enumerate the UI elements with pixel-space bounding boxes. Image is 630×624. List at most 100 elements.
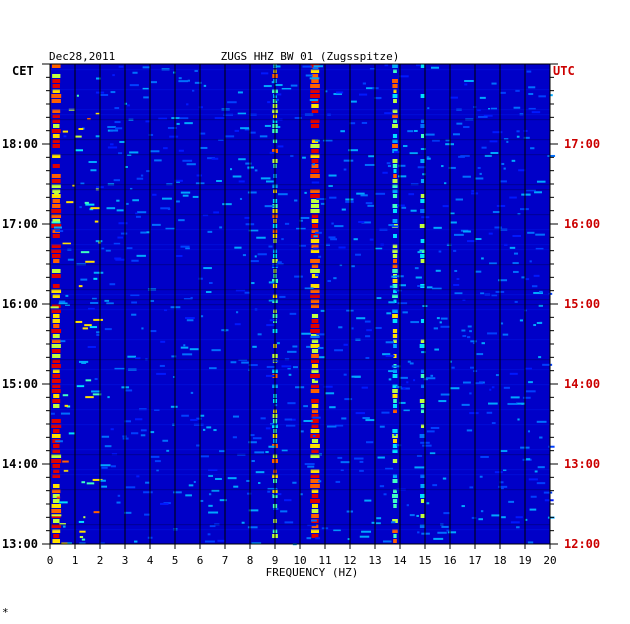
spectral-speck xyxy=(359,460,364,463)
spectral-mark xyxy=(393,399,397,403)
spectral-speck xyxy=(345,198,354,201)
spectral-speck xyxy=(475,270,482,273)
spectral-speck xyxy=(467,336,471,339)
spectral-speck xyxy=(409,514,415,517)
spectral-speck xyxy=(423,378,429,381)
spectral-speck xyxy=(178,219,185,222)
spectral-mark xyxy=(311,509,319,513)
spectral-speck xyxy=(110,143,114,146)
spectral-speck xyxy=(491,422,496,425)
spectral-mark xyxy=(310,189,320,193)
spectral-speck xyxy=(487,332,498,335)
spectral-speck xyxy=(196,444,200,447)
spectral-speck xyxy=(219,499,227,502)
spectral-speck xyxy=(366,441,374,444)
spectral-speck xyxy=(533,291,543,294)
y-tick-label-utc: 13:00 xyxy=(564,457,600,471)
spectral-speck xyxy=(131,432,139,435)
spectral-speck xyxy=(510,396,520,399)
spectral-speck xyxy=(118,65,124,68)
spectral-speck xyxy=(170,405,178,408)
spectral-speck xyxy=(248,509,259,512)
spectral-speck xyxy=(476,353,484,356)
spectral-speck xyxy=(131,301,137,304)
spectral-speck xyxy=(234,246,242,249)
spectral-mark xyxy=(392,374,398,378)
spectral-speck xyxy=(530,147,535,150)
spectral-speck xyxy=(89,208,94,211)
spectral-speck xyxy=(275,84,283,87)
spectral-speck xyxy=(524,518,528,521)
spectral-speck xyxy=(449,96,458,99)
spectral-speck xyxy=(320,309,326,312)
spectral-mark xyxy=(392,79,398,83)
spectral-speck xyxy=(503,167,506,170)
spectral-speck xyxy=(132,71,138,74)
spectral-speck xyxy=(242,254,246,257)
spectral-mark xyxy=(420,369,425,373)
spectral-mark xyxy=(420,94,425,98)
spectral-speck xyxy=(356,192,365,195)
spectral-mark xyxy=(51,179,61,183)
x-axis-ticks: 0 1 2 3 4 5 6 7 8 9 10 11 12 13 14 15 16 17 18 19 20 xyxy=(47,544,557,567)
spectral-speck xyxy=(301,332,311,335)
spectral-speck xyxy=(415,276,422,279)
spectral-speck xyxy=(265,427,271,430)
spectral-mark xyxy=(393,504,397,508)
spectral-speck xyxy=(104,299,110,302)
spectral-speck xyxy=(381,411,390,414)
spectral-mark xyxy=(52,234,60,238)
spectral-speck xyxy=(387,165,392,168)
spectral-speck xyxy=(426,377,436,380)
spectral-speck xyxy=(127,355,136,358)
spectral-speck xyxy=(356,317,366,320)
spectral-speck xyxy=(244,291,250,294)
spectral-speck xyxy=(259,135,268,138)
spectral-mark xyxy=(420,159,425,163)
spectral-speck xyxy=(299,219,303,222)
spectral-speck xyxy=(78,127,84,130)
spectral-speck xyxy=(536,482,546,485)
vertical-gridlines xyxy=(74,64,526,544)
spectral-speck xyxy=(478,115,488,118)
spectral-speck xyxy=(285,424,296,427)
spectral-speck xyxy=(277,145,284,148)
spectral-speck xyxy=(145,481,150,484)
spectral-speck xyxy=(519,208,529,211)
spectral-mark xyxy=(311,319,319,323)
spectral-speck xyxy=(288,373,292,376)
spectral-speck xyxy=(189,348,199,351)
spectral-mark xyxy=(51,194,61,198)
spectral-speck xyxy=(523,136,530,139)
spectral-speck xyxy=(180,346,189,349)
spectral-mark xyxy=(52,489,61,493)
spectral-speck xyxy=(251,460,255,463)
spectral-speck xyxy=(134,418,143,421)
spectral-mark xyxy=(392,389,398,393)
spectral-mark xyxy=(51,304,61,308)
spectral-mark xyxy=(52,154,61,158)
spectral-mark xyxy=(392,444,398,448)
spectral-speck xyxy=(312,163,316,166)
spectral-mark xyxy=(311,514,319,518)
spectral-speck xyxy=(222,203,232,206)
spectral-speck xyxy=(158,117,168,120)
spectral-mark xyxy=(52,139,60,143)
spectral-mark xyxy=(420,319,425,323)
spectral-speck xyxy=(294,116,302,119)
spectral-speck xyxy=(444,182,447,185)
spectral-speck xyxy=(386,162,391,165)
spectral-speck xyxy=(354,457,364,460)
spectral-mark xyxy=(420,424,425,428)
spectral-speck xyxy=(460,154,470,157)
spectral-speck xyxy=(167,208,171,211)
spectral-speck xyxy=(432,139,440,142)
spectral-speck xyxy=(78,285,83,288)
spectral-speck xyxy=(343,168,347,171)
spectral-speck xyxy=(503,386,510,389)
spectral-speck xyxy=(248,364,258,367)
spectral-mark xyxy=(51,99,61,103)
spectral-speck xyxy=(463,126,470,129)
spectral-speck xyxy=(207,230,213,233)
spectral-speck xyxy=(194,69,198,72)
